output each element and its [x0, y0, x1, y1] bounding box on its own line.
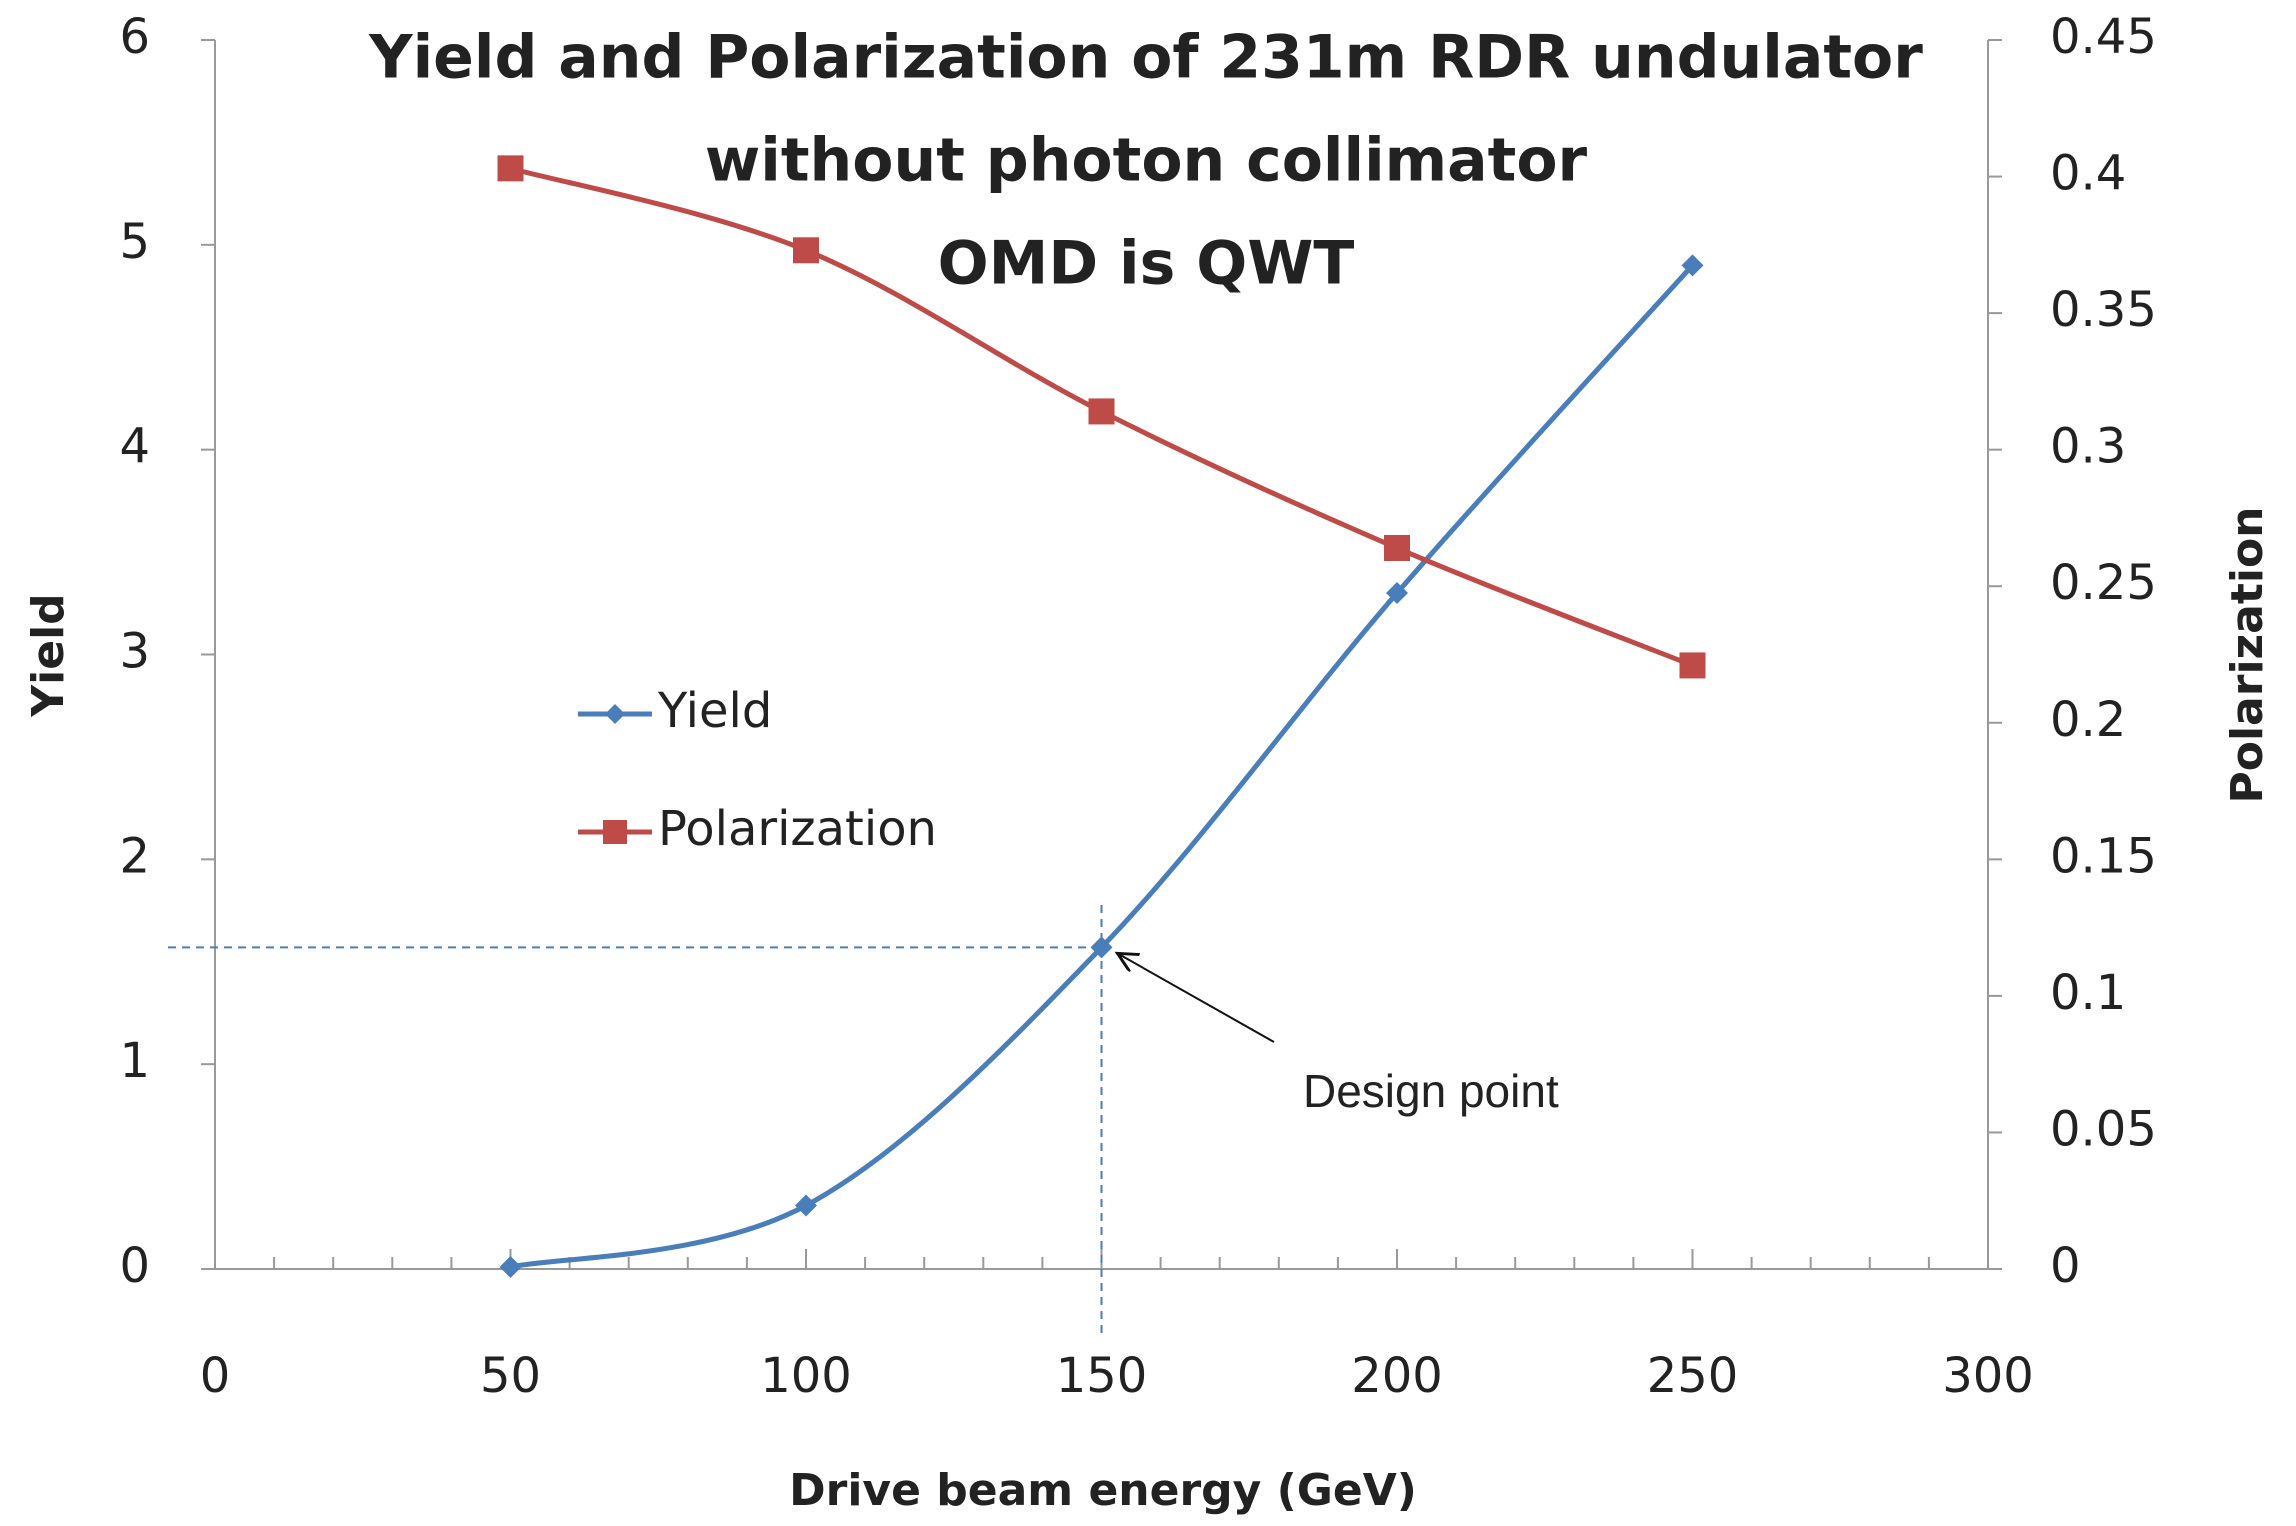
- point-marker: [1679, 652, 1706, 679]
- y2-tick-label: 0.1: [2050, 965, 2126, 1021]
- point-marker: [1090, 936, 1113, 959]
- legend-marker: [603, 820, 627, 844]
- y-tick-label: 5: [119, 214, 150, 270]
- y-axis-label: Yield: [23, 593, 74, 717]
- y2-tick-label: 0: [2050, 1238, 2081, 1294]
- annotation-arrow: [1118, 953, 1275, 1043]
- chart-title: Yield and Polarization of 231m RDR undul…: [368, 23, 1923, 93]
- y2-tick-label: 0.35: [2050, 282, 2157, 338]
- y2-tick-label: 0.2: [2050, 692, 2126, 748]
- x-tick-label: 250: [1647, 1348, 1739, 1404]
- y-tick-label: 2: [119, 828, 150, 884]
- legend-marker: [605, 704, 625, 724]
- point-marker: [1386, 582, 1408, 605]
- point-marker: [499, 1255, 522, 1278]
- x-tick-label: 50: [480, 1348, 541, 1404]
- point-marker: [1681, 254, 1704, 277]
- chart-title: without photon collimator: [705, 126, 1588, 196]
- y2-tick-label: 0.4: [2050, 146, 2126, 202]
- legend-label: Yield: [657, 683, 772, 739]
- point-marker: [1088, 398, 1115, 425]
- y2-tick-label: 0.45: [2050, 9, 2157, 65]
- chart-title: OMD is QWT: [938, 229, 1355, 299]
- point-marker: [793, 237, 819, 264]
- y-tick-label: 1: [119, 1033, 150, 1089]
- point-marker: [1384, 534, 1410, 561]
- y-tick-label: 6: [119, 9, 150, 65]
- x-tick-label: 300: [1942, 1348, 2034, 1404]
- x-tick-label: 100: [760, 1348, 852, 1404]
- x-axis-label: Drive beam energy (GeV): [789, 1465, 1417, 1516]
- annotation: Design point: [1303, 1065, 1559, 1117]
- legend-label: Polarization: [658, 801, 937, 857]
- x-tick-label: 0: [200, 1348, 231, 1404]
- x-tick-label: 150: [1056, 1348, 1148, 1404]
- y2-tick-label: 0.05: [2050, 1101, 2157, 1157]
- y2-tick-label: 0.15: [2050, 828, 2157, 884]
- y-tick-label: 0: [119, 1238, 150, 1294]
- y2-tick-label: 0.25: [2050, 555, 2157, 611]
- y-tick-label: 3: [119, 624, 150, 680]
- y2-tick-label: 0.3: [2050, 419, 2126, 475]
- point-marker: [497, 155, 524, 182]
- point-marker: [795, 1194, 817, 1217]
- series-line: [509, 263, 1695, 1270]
- x-tick-label: 200: [1351, 1348, 1443, 1404]
- y2-axis-label: Polarization: [2222, 507, 2273, 804]
- y-tick-label: 4: [119, 419, 150, 475]
